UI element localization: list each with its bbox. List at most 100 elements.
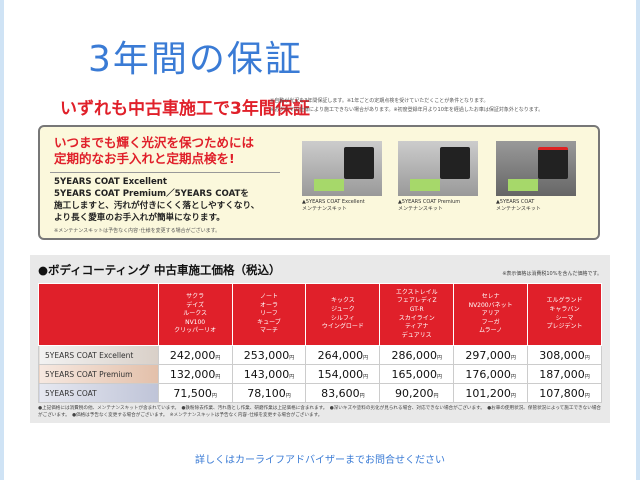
yen-unit: 円 <box>289 354 295 361</box>
kit-sub: メンテナンスキット <box>398 206 443 212</box>
model-name: ジューク <box>331 305 355 313</box>
price-cell: 308,000円 <box>527 345 602 365</box>
kit-sub: メンテナンスキット <box>496 206 541 212</box>
model-name: リーフ <box>260 310 278 318</box>
price-cell: 264,000円 <box>305 345 381 365</box>
model-column-header: エルグランド キャラバン シーマ プレジデント <box>527 283 602 346</box>
model-name: フーガ <box>481 318 500 326</box>
price-value: 176,000 <box>465 367 511 381</box>
model-name: エクストレイル <box>395 288 438 296</box>
kit-standard: ▲5YEARS COAT メンテナンスキット <box>496 141 576 213</box>
model-name: ルークス <box>183 310 208 318</box>
model-name: GT-R <box>409 305 424 313</box>
price-cell: 187,000円 <box>527 364 602 384</box>
model-column-header: キックス ジューク シルフィ ウイングロード <box>305 283 381 346</box>
kit-name: ▲5YEARS COAT <box>496 199 535 205</box>
model-name: エルグランド <box>546 297 583 305</box>
price-value: 286,000 <box>391 348 437 362</box>
price-value: 264,000 <box>317 348 364 362</box>
model-name: ノート <box>259 293 278 301</box>
model-name: デュアリス <box>401 331 432 339</box>
model-name: マーチ <box>259 327 278 335</box>
pricing-title: ●ボディコーティング 中古車施工価格（税込） <box>38 263 281 277</box>
price-value: 132,000 <box>169 367 216 381</box>
price-value: 90,200 <box>394 386 434 400</box>
model-column-header: ノート オーラ リーフ キューブ マーチ <box>231 283 307 346</box>
banner-notes: ※自動が光沢を3年間保証します。※1年ごとの定期点検を受けていただくことが条件と… <box>270 97 610 115</box>
price-value: 253,000 <box>243 348 290 362</box>
row-label: 5YEARS COAT Premium <box>38 364 159 384</box>
kit-image <box>496 141 576 196</box>
table-row: 5YEARS COAT Excellent 242,000円 253,000円 264… <box>38 345 602 365</box>
model-name: アリア <box>481 310 500 318</box>
price-cell: 101,200円 <box>453 383 529 403</box>
price-value: 242,000 <box>169 348 216 362</box>
price-value: 165,000 <box>391 367 437 381</box>
price-cell: 132,000円 <box>157 364 233 384</box>
model-name: キャラバン <box>549 305 580 313</box>
price-cell: 253,000円 <box>231 345 307 365</box>
price-table: サクラ デイズ ルークス NV100 クリッパーリオ ノート オーラ リーフ キューブ マーチ キッ… <box>38 283 602 403</box>
model-name: オーラ <box>259 301 278 309</box>
body-line: 施工しますと、汚れが付きにくく落としやすくなり、 <box>54 201 260 211</box>
kit-name: ▲5YEARS COAT Premium <box>398 199 461 205</box>
yen-unit: 円 <box>363 373 369 380</box>
price-value: 78,100 <box>247 386 286 400</box>
price-cell: 242,000円 <box>157 345 233 365</box>
price-value: 101,200 <box>465 386 511 400</box>
price-cell: 154,000円 <box>305 364 381 384</box>
price-value: 187,000 <box>539 367 585 381</box>
body-line: 5YEARS COAT Premium／5YEARS COATを <box>54 189 250 199</box>
yen-unit: 円 <box>436 354 442 361</box>
model-name: キューブ <box>257 318 281 326</box>
price-cell: 71,500円 <box>157 383 233 403</box>
footnotes: ●上記価格には消費税の他、メンテナンスキットが含まれています。 ●鉄粉除去作業、… <box>38 406 602 418</box>
model-name: ムラーノ <box>478 327 503 335</box>
yen-unit: 円 <box>436 373 442 380</box>
kit-premium: ▲5YEARS COAT Premium メンテナンスキット <box>398 141 478 213</box>
headline-line: いつまでも輝く光沢を保つためには <box>54 135 255 150</box>
yen-unit: 円 <box>363 354 369 361</box>
contact-text: 詳しくはカーライフアドバイザーまでお問合せください <box>195 455 445 466</box>
price-cell: 78,100円 <box>231 383 307 403</box>
price-value: 297,000 <box>465 348 511 362</box>
yen-unit: 円 <box>510 373 516 380</box>
promo-headline: いつまでも輝く光沢を保つためには 定期的なお手入れと定期点検を! <box>54 135 254 167</box>
yen-unit: 円 <box>433 392 439 399</box>
model-name: クリッパーリオ <box>174 327 217 335</box>
kit-sub: メンテナンスキット <box>302 206 347 212</box>
model-name: プレジデント <box>546 323 583 331</box>
price-cell: 286,000円 <box>379 345 455 365</box>
price-value: 71,500 <box>173 386 212 400</box>
model-name: デイズ <box>186 301 205 309</box>
model-name: サクラ <box>186 293 205 301</box>
model-name: NV100 <box>185 318 206 326</box>
body-line: より長く愛車のお手入れが簡単になります。 <box>54 213 225 223</box>
yen-unit: 円 <box>584 373 590 380</box>
headline-line: 定期的なお手入れと定期点検を! <box>54 151 235 166</box>
price-value: 154,000 <box>317 367 364 381</box>
kit-name: ▲5YEARS COAT Excellent <box>302 199 365 205</box>
promo-note: ※メンテナンスキットは予告なく内容･仕様を変更する場合がございます。 <box>54 228 221 234</box>
kit-excellent: ▲5YEARS COAT Excellent メンテナンスキット <box>302 141 382 213</box>
yen-unit: 円 <box>289 373 295 380</box>
tax-note: ※表示価格は消費税10%を含んだ価格です。 <box>502 271 602 277</box>
row-label: 5YEARS COAT <box>38 383 159 403</box>
model-name: ウイングロード <box>321 323 364 331</box>
model-name: ティアナ <box>404 323 429 331</box>
price-cell: 90,200円 <box>379 383 455 403</box>
yen-unit: 円 <box>285 392 291 399</box>
yen-unit: 円 <box>359 392 365 399</box>
price-cell: 83,600円 <box>305 383 381 403</box>
price-cell: 165,000円 <box>379 364 455 384</box>
body-line: 5YEARS COAT Excellent <box>54 177 168 187</box>
yen-unit: 円 <box>510 354 516 361</box>
warranty-banner: いずれも中古車施工で3年間保証 <box>60 99 310 119</box>
model-name: シルフィ <box>330 314 355 322</box>
table-row: 5YEARS COAT 71,500円 78,100円 83,600円 90,200円 1… <box>38 383 602 403</box>
yen-unit: 円 <box>584 354 590 361</box>
kit-image <box>398 141 478 196</box>
price-cell: 143,000円 <box>231 364 307 384</box>
banner-note: ※自動が光沢を3年間保証します。※1年ごとの定期点検を受けていただくことが条件と… <box>270 98 489 104</box>
